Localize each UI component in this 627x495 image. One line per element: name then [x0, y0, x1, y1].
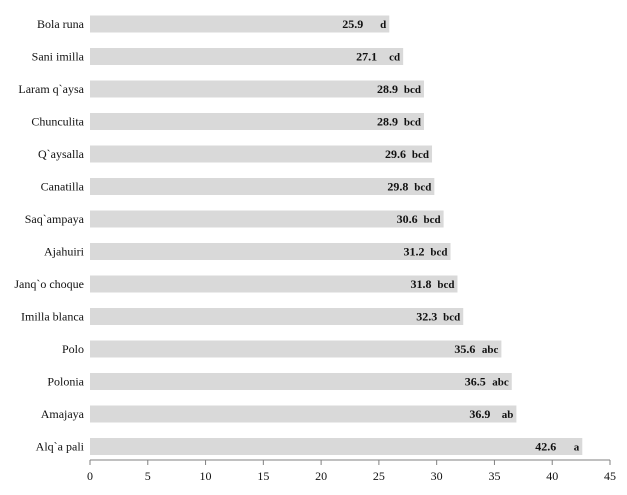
data-label: 29.6 [385, 147, 406, 161]
data-label: 25.9 [342, 17, 363, 31]
x-axis: 0 5 10 15 20 25 30 35 40 45 [87, 459, 616, 483]
significance-label: bcd [437, 279, 454, 291]
category-label: Q`aysalla [38, 147, 85, 161]
significance-label: bcd [412, 149, 429, 161]
x-tick-label: 10 [200, 469, 212, 483]
bar [90, 275, 458, 293]
bar [90, 438, 583, 455]
bar [90, 113, 424, 130]
category-label: Imilla blanca [21, 310, 85, 324]
significance-label: a [574, 442, 580, 454]
data-label: 30.6 [397, 212, 418, 226]
significance-label: abc [482, 344, 499, 356]
significance-label: abc [492, 377, 509, 389]
data-label: 36.5 [465, 375, 486, 389]
x-tick-label: 30 [431, 469, 443, 483]
category-label: Bola runa [37, 17, 85, 31]
x-tick-label: 45 [604, 469, 616, 483]
category-label: Canatilla [41, 180, 85, 194]
bar [90, 145, 433, 163]
category-label: Polonia [47, 375, 84, 389]
data-label: 31.2 [404, 245, 425, 259]
labels-layer: Bola runa d 25.9 Sani imilla cd 27.1 Laram q`a… [14, 17, 579, 454]
bar [90, 15, 390, 33]
category-label: Sani imilla [32, 50, 85, 64]
bars-layer [90, 15, 583, 455]
category-label: Saq`ampaya [25, 212, 85, 226]
category-label: Chunculita [31, 115, 84, 129]
bar [90, 405, 517, 423]
bar [90, 373, 512, 390]
bar [90, 308, 464, 325]
significance-label: d [380, 19, 386, 31]
data-label: 31.8 [410, 277, 431, 291]
data-label: 36.9 [469, 407, 490, 421]
bar [90, 178, 435, 195]
significance-label: bcd [404, 84, 421, 96]
significance-label: bcd [414, 182, 431, 194]
category-label: Ajahuiri [44, 245, 85, 259]
category-label: Alq`a pali [36, 440, 85, 454]
data-label: 35.6 [454, 342, 475, 356]
bar [90, 210, 444, 228]
x-tick-label: 25 [373, 469, 385, 483]
significance-label: bcd [423, 214, 440, 226]
x-tick-label: 15 [257, 469, 269, 483]
data-label: 28.9 [377, 115, 398, 129]
significance-label: cd [389, 52, 400, 64]
significance-label: bcd [430, 247, 447, 259]
data-label: 28.9 [377, 82, 398, 96]
x-tick-label: 5 [145, 469, 151, 483]
category-label: Polo [62, 342, 84, 356]
data-label: 29.8 [387, 180, 408, 194]
bar [90, 340, 502, 358]
x-tick-label: 0 [87, 469, 93, 483]
x-tick-label: 40 [546, 469, 558, 483]
category-label: Amajaya [41, 407, 85, 421]
category-label: Janq`o choque [14, 277, 84, 291]
data-label: 27.1 [356, 50, 377, 64]
category-label: Laram q`aysa [18, 82, 84, 96]
data-label: 42.6 [535, 440, 556, 454]
bar [90, 243, 451, 260]
bar [90, 80, 424, 98]
significance-label: ab [502, 409, 514, 421]
significance-label: bcd [404, 117, 421, 129]
data-label: 32.3 [416, 310, 437, 324]
x-tick-label: 35 [488, 469, 500, 483]
bar [90, 48, 404, 65]
x-tick-label: 20 [315, 469, 327, 483]
significance-label: bcd [443, 312, 460, 324]
